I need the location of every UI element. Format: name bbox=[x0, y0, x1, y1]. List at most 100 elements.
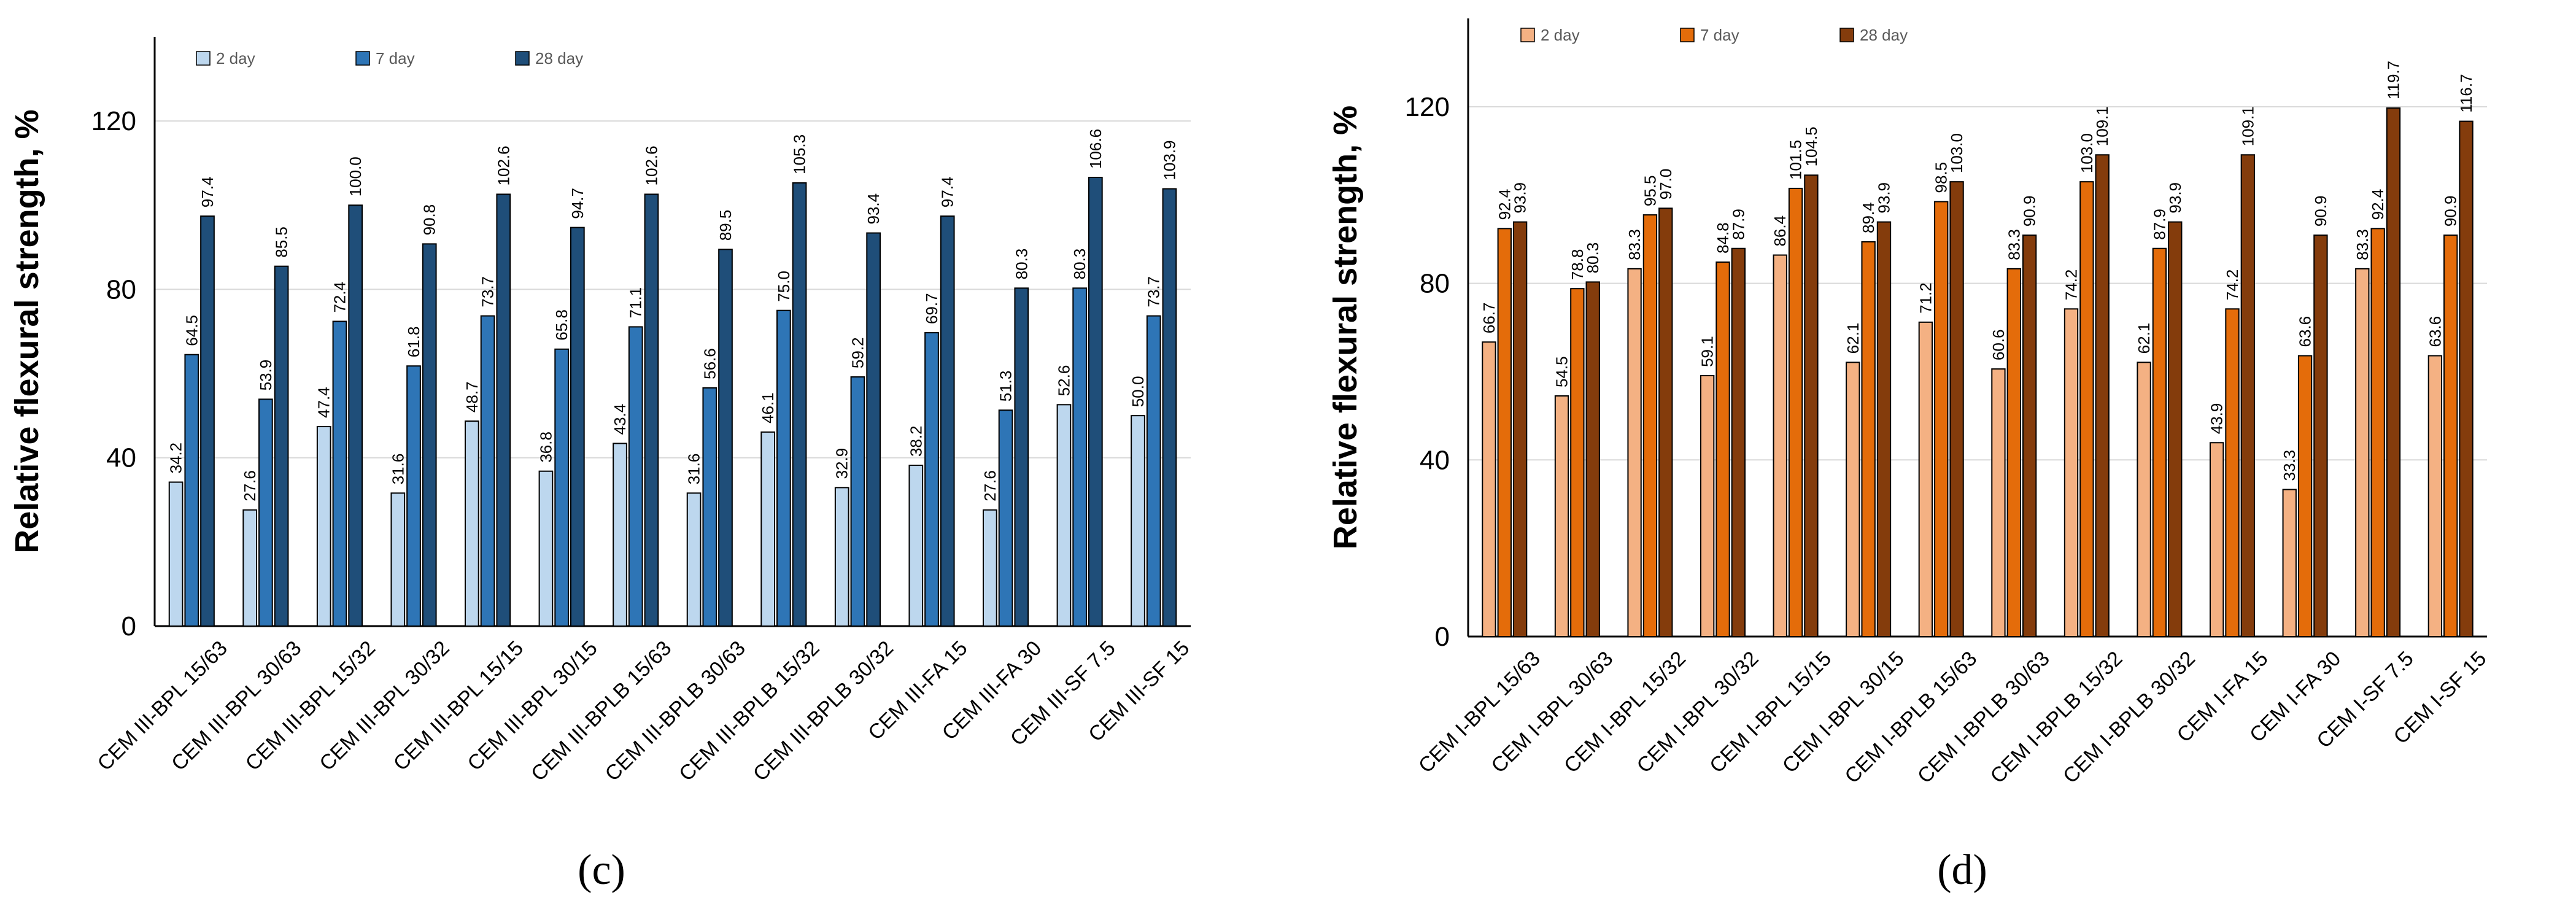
legend: 2 day 7 day 28 day bbox=[196, 49, 583, 68]
bar-28-day bbox=[1804, 174, 1819, 637]
data-label: 97.4 bbox=[938, 177, 957, 208]
bar-2-day bbox=[1918, 321, 1933, 637]
data-label: 86.4 bbox=[1771, 215, 1789, 247]
chart-d: 0 40 80 120 Relative flexural strength, % 66.… bbox=[1327, 18, 2491, 894]
data-label: 109.1 bbox=[2238, 106, 2257, 146]
category-label: CEM I-BPLB 30/63 bbox=[1913, 647, 2054, 788]
data-label: 101.5 bbox=[1787, 140, 1805, 180]
data-label: 73.7 bbox=[1145, 276, 1163, 308]
data-label: 95.5 bbox=[1641, 175, 1659, 206]
bar-7-day bbox=[1934, 201, 1949, 637]
category-label: CEM I-BPL 15/63 bbox=[1414, 647, 1545, 778]
data-label: 90.8 bbox=[420, 204, 439, 236]
bar-2-day bbox=[1846, 362, 1860, 637]
bar-28-day bbox=[2240, 154, 2256, 638]
bar-28-day bbox=[570, 226, 585, 627]
data-label: 52.6 bbox=[1054, 365, 1073, 397]
data-label: 109.1 bbox=[2093, 106, 2111, 146]
panel-label: (c) bbox=[578, 846, 625, 894]
data-label: 94.7 bbox=[568, 188, 587, 219]
data-label: 90.9 bbox=[2442, 196, 2460, 227]
bar-7-day bbox=[1715, 261, 1730, 637]
legend-swatch bbox=[355, 51, 370, 66]
legend-swatch bbox=[196, 51, 211, 66]
legend-label: 28 day bbox=[1860, 26, 1908, 44]
legend-label: 7 day bbox=[1700, 26, 1739, 44]
category-label: CEM III-BPLB 30/63 bbox=[601, 637, 750, 786]
data-label: 106.6 bbox=[1086, 129, 1105, 169]
category-label: CEM III-BPL 30/63 bbox=[167, 637, 306, 775]
data-label: 90.9 bbox=[2021, 196, 2039, 227]
y-tick-label: 120 bbox=[1405, 92, 1450, 122]
category-label: CEM III-BPL 30/32 bbox=[315, 637, 454, 775]
bar-7-day bbox=[2006, 268, 2021, 637]
data-label: 50.0 bbox=[1129, 376, 1147, 408]
bar-7-day bbox=[2079, 181, 2094, 637]
bar-7-day bbox=[1146, 315, 1161, 627]
bar-7-day bbox=[702, 387, 717, 627]
bar-7-day bbox=[2225, 308, 2240, 638]
bar-7-day bbox=[258, 398, 273, 627]
legend-label: 2 day bbox=[1541, 26, 1580, 44]
category-label: CEM I-BPL 30/63 bbox=[1487, 647, 1617, 778]
bar-2-day bbox=[2209, 442, 2224, 637]
category-label: CEM I-BPLB 15/32 bbox=[1986, 647, 2127, 788]
bar-2-day bbox=[1056, 404, 1072, 627]
data-label: 78.8 bbox=[1568, 249, 1587, 281]
panel-label: (d) bbox=[1937, 846, 1987, 894]
bar-2-day bbox=[1554, 395, 1569, 637]
data-label: 60.6 bbox=[1989, 330, 2008, 361]
data-label: 31.6 bbox=[685, 454, 703, 485]
bar-7-day bbox=[1497, 228, 1512, 637]
bar-28-day bbox=[1088, 177, 1103, 627]
data-label: 80.3 bbox=[1584, 242, 1602, 274]
bar-28-day bbox=[348, 204, 363, 627]
bar-28-day bbox=[200, 215, 215, 627]
data-label: 72.4 bbox=[330, 282, 349, 313]
bar-2-day bbox=[983, 509, 997, 627]
bar-28-day bbox=[644, 193, 659, 627]
data-label: 63.6 bbox=[2426, 316, 2444, 347]
data-label: 103.9 bbox=[1160, 140, 1178, 180]
y-tick-label: 40 bbox=[1420, 445, 1450, 475]
bar-2-day bbox=[2137, 362, 2151, 637]
data-label: 93.9 bbox=[1874, 182, 1893, 214]
bar-28-day bbox=[1731, 247, 1746, 637]
bar-2-day bbox=[465, 420, 479, 627]
bar-7-day bbox=[406, 365, 421, 627]
data-label: 80.3 bbox=[1012, 249, 1031, 280]
data-label: 87.9 bbox=[1729, 209, 1747, 240]
bar-7-day bbox=[480, 315, 495, 627]
y-axis-title: Relative flexural strength, % bbox=[1327, 106, 1364, 549]
legend-swatch bbox=[515, 51, 530, 66]
legend-swatch bbox=[1680, 28, 1695, 42]
bar-7-day bbox=[1861, 241, 1876, 637]
data-label: 33.3 bbox=[2280, 450, 2299, 481]
data-label: 69.7 bbox=[922, 293, 941, 324]
bar-2-day bbox=[1627, 268, 1642, 637]
category-label: CEM III-BPL 15/63 bbox=[93, 637, 232, 775]
bar-28-day bbox=[866, 232, 881, 627]
bar-7-day bbox=[1642, 214, 1658, 637]
category-label: CEM I-BPL 30/32 bbox=[1633, 647, 1763, 778]
bar-2-day bbox=[908, 465, 924, 627]
data-label: 85.5 bbox=[273, 226, 291, 258]
data-label: 36.8 bbox=[536, 432, 555, 463]
data-label: 71.2 bbox=[1916, 282, 1935, 314]
bar-2-day bbox=[390, 492, 406, 627]
bar-28-day bbox=[2095, 154, 2110, 638]
data-label: 47.4 bbox=[315, 387, 333, 418]
category-label: CEM I-BPL 30/15 bbox=[1778, 647, 1909, 778]
bar-28-day bbox=[1512, 221, 1528, 638]
data-label: 93.9 bbox=[1511, 182, 1530, 214]
data-label: 65.8 bbox=[552, 309, 571, 341]
y-tick-label: 80 bbox=[1420, 269, 1450, 299]
data-label: 104.5 bbox=[1802, 126, 1820, 166]
data-label: 64.5 bbox=[182, 315, 201, 346]
category-label: CEM I-BPL 15/32 bbox=[1560, 647, 1690, 778]
bar-7-day bbox=[924, 332, 939, 627]
data-label: 54.5 bbox=[1553, 356, 1571, 387]
data-label: 83.3 bbox=[1625, 229, 1644, 260]
data-label: 74.2 bbox=[2223, 269, 2241, 301]
